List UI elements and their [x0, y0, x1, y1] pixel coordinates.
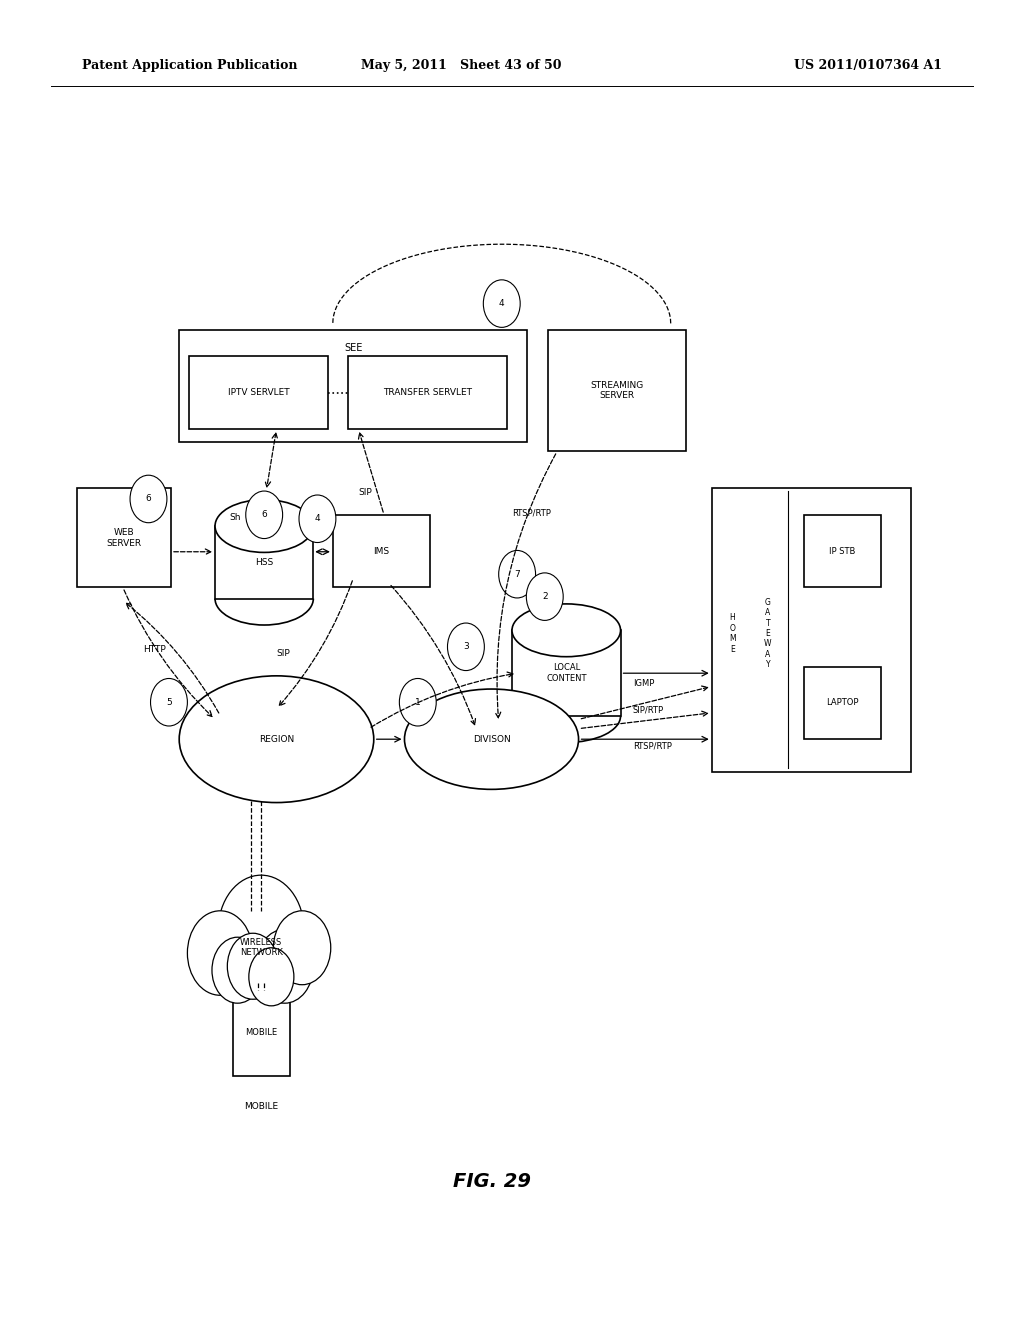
Circle shape: [249, 948, 294, 1006]
Text: IPTV SERVLET: IPTV SERVLET: [227, 388, 290, 397]
Circle shape: [218, 875, 304, 986]
Text: 6: 6: [261, 511, 267, 519]
FancyBboxPatch shape: [333, 515, 430, 587]
Text: SEE: SEE: [344, 343, 362, 354]
Text: G
A
T
E
W
A
Y: G A T E W A Y: [764, 598, 772, 669]
Text: 7: 7: [514, 570, 520, 578]
Text: May 5, 2011   Sheet 43 of 50: May 5, 2011 Sheet 43 of 50: [360, 59, 561, 73]
Text: MOBILE: MOBILE: [244, 1102, 279, 1111]
FancyBboxPatch shape: [712, 488, 911, 772]
Circle shape: [273, 911, 331, 985]
Text: WIRELESS
NETWORK: WIRELESS NETWORK: [240, 939, 283, 957]
Circle shape: [187, 911, 253, 995]
Text: LAPTOP: LAPTOP: [826, 698, 858, 708]
Circle shape: [246, 491, 283, 539]
Text: STREAMING
SERVER: STREAMING SERVER: [590, 381, 644, 400]
Circle shape: [299, 495, 336, 543]
Text: IMS: IMS: [374, 546, 389, 556]
Text: SIP/RTP: SIP/RTP: [633, 706, 664, 714]
Ellipse shape: [404, 689, 579, 789]
FancyBboxPatch shape: [233, 990, 290, 1076]
Circle shape: [130, 475, 167, 523]
FancyBboxPatch shape: [189, 356, 328, 429]
FancyBboxPatch shape: [548, 330, 686, 451]
FancyBboxPatch shape: [348, 356, 507, 429]
Circle shape: [227, 933, 279, 999]
Text: 2: 2: [542, 593, 548, 601]
Text: WEB
SERVER: WEB SERVER: [106, 528, 141, 548]
Text: RTSP/RTP: RTSP/RTP: [512, 510, 551, 517]
Text: RTSP/RTP: RTSP/RTP: [633, 742, 672, 750]
Text: SIP: SIP: [276, 649, 290, 657]
Circle shape: [447, 623, 484, 671]
Text: FIG. 29: FIG. 29: [453, 1172, 530, 1191]
Text: 1: 1: [415, 698, 421, 706]
Circle shape: [483, 280, 520, 327]
FancyBboxPatch shape: [804, 515, 881, 587]
Text: LOCAL
CONTENT: LOCAL CONTENT: [546, 664, 587, 682]
Circle shape: [256, 929, 313, 1003]
Circle shape: [499, 550, 536, 598]
Ellipse shape: [179, 676, 374, 803]
Circle shape: [151, 678, 187, 726]
Text: IP STB: IP STB: [829, 546, 855, 556]
Ellipse shape: [215, 500, 313, 553]
Text: 6: 6: [145, 495, 152, 503]
FancyBboxPatch shape: [179, 330, 527, 442]
Text: 4: 4: [314, 515, 321, 523]
Ellipse shape: [512, 605, 621, 657]
Text: IGMP: IGMP: [633, 680, 654, 688]
Bar: [512, 631, 621, 715]
Text: 3: 3: [463, 643, 469, 651]
Text: SIP: SIP: [358, 488, 372, 496]
Text: 5: 5: [166, 698, 172, 706]
Text: DIVISON: DIVISON: [473, 735, 510, 743]
FancyBboxPatch shape: [804, 667, 881, 739]
Text: HTTP: HTTP: [143, 645, 166, 653]
Circle shape: [399, 678, 436, 726]
Text: Sh: Sh: [229, 513, 242, 521]
Bar: [215, 525, 313, 599]
Text: HSS: HSS: [255, 558, 273, 566]
Circle shape: [526, 573, 563, 620]
Text: Patent Application Publication: Patent Application Publication: [82, 59, 297, 73]
FancyBboxPatch shape: [77, 488, 171, 587]
Text: MOBILE: MOBILE: [246, 1028, 278, 1038]
Text: TRANSFER SERVLET: TRANSFER SERVLET: [383, 388, 472, 397]
Text: H
O
M
E: H O M E: [729, 614, 735, 653]
Circle shape: [212, 937, 263, 1003]
Text: 4: 4: [499, 300, 505, 308]
Text: REGION: REGION: [259, 735, 294, 743]
Text: US 2011/0107364 A1: US 2011/0107364 A1: [794, 59, 942, 73]
